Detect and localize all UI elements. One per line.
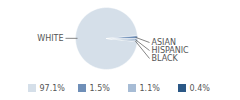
svg-text:0.4%: 0.4%	[190, 84, 211, 93]
svg-text:97.1%: 97.1%	[40, 84, 66, 93]
svg-text:ASIAN: ASIAN	[151, 38, 176, 48]
svg-text:WHITE: WHITE	[37, 34, 63, 43]
svg-text:HISPANIC: HISPANIC	[151, 46, 189, 56]
svg-text:BLACK: BLACK	[152, 54, 179, 63]
svg-text:1.5%: 1.5%	[90, 84, 111, 93]
svg-text:1.1%: 1.1%	[140, 84, 161, 93]
